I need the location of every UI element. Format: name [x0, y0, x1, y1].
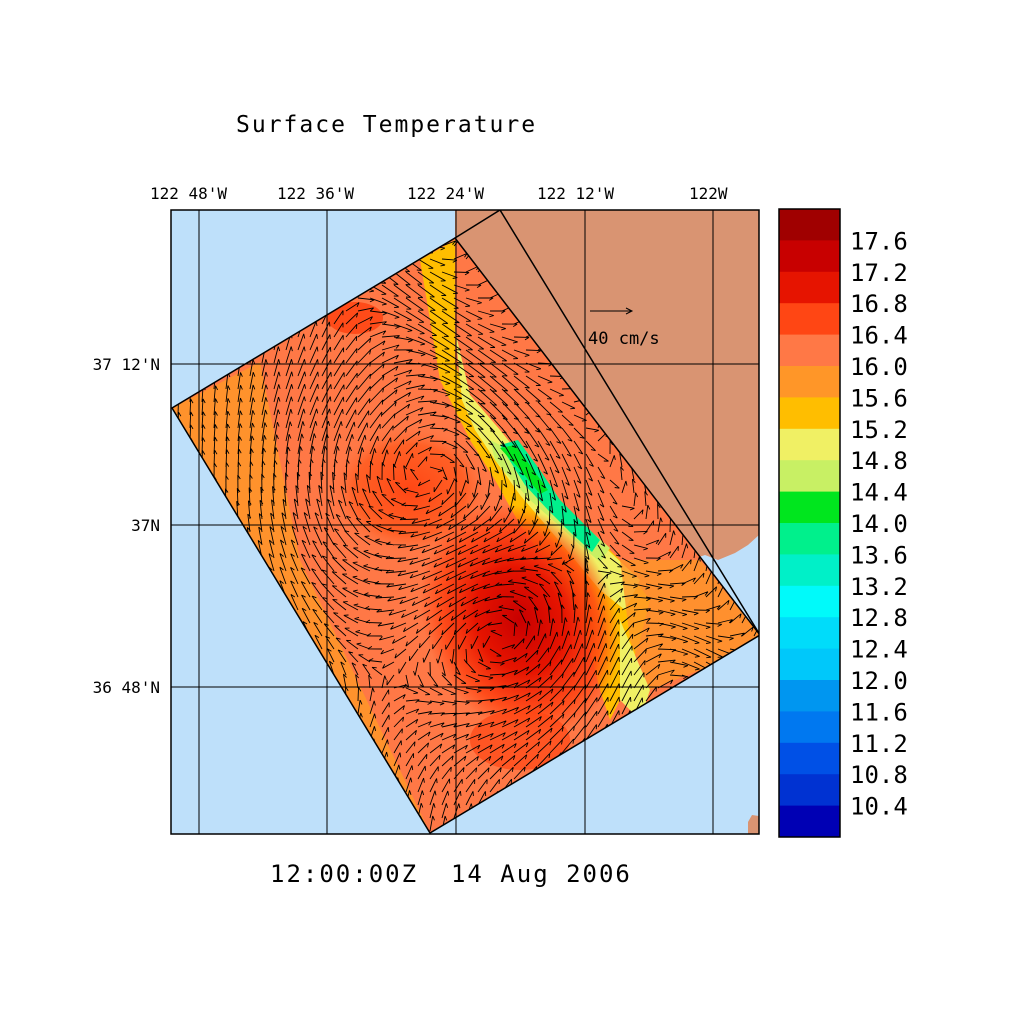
northern-eddy: [330, 425, 490, 555]
timestamp-label: 12:00:00Z 14 Aug 2006: [270, 860, 632, 888]
colorbar-swatch: [779, 240, 840, 273]
lat-tick-label: 36 48'N: [93, 678, 160, 697]
colorbar-label: 13.2: [850, 573, 908, 601]
reference-vector: 40 cm/s: [588, 307, 660, 349]
colorbar-label: 15.2: [850, 416, 908, 444]
colorbar-swatch: [779, 711, 840, 744]
colorbar-swatch: [779, 648, 840, 681]
colorbar-swatch: [779, 334, 840, 367]
lon-tick-label: 122 36'W: [277, 184, 354, 203]
lat-tick-label: 37N: [131, 516, 160, 535]
colorbar-frame: [778, 208, 841, 838]
colorbar-swatch: [779, 805, 840, 838]
colorbar-swatch: [779, 585, 840, 618]
model-domain-outline: [171, 237, 759, 834]
colorbar-swatch: [779, 303, 840, 336]
colorbar-label: 17.6: [850, 227, 908, 255]
longitude-tick-labels: 122 48'W 122 36'W 122 24'W 122 12'W 122W: [150, 184, 728, 203]
reference-vector-label: 40 cm/s: [588, 329, 660, 349]
colorbar-label: 12.4: [850, 636, 908, 664]
colorbar-swatch: [779, 523, 840, 555]
colorbar-swatch: [779, 742, 840, 775]
colorbar-label: 11.6: [850, 698, 908, 726]
colorbar-labels: 17.6 17.2 16.8 16.4 16.0 15.6 15.2 14.8 14.4 14.0…: [850, 227, 908, 820]
colorbar-label: 13.6: [850, 541, 908, 569]
latitude-tick-labels: 37 12'N 37N 36 48'N: [93, 355, 160, 697]
colorbar-swatch: [779, 491, 840, 524]
lon-tick-label: 122 48'W: [150, 184, 227, 203]
colorbar-label: 10.4: [850, 793, 908, 821]
lon-tick-label: 122 12'W: [537, 184, 614, 203]
colorbar-label: 12.0: [850, 667, 908, 695]
colorbar-label: 12.8: [850, 604, 908, 632]
lat-tick-label: 37 12'N: [93, 355, 160, 374]
colorbar-swatch: [779, 554, 840, 587]
colorbar-swatch: [779, 366, 840, 398]
colorbar-label: 16.0: [850, 353, 908, 381]
colorbar-swatch: [779, 774, 840, 807]
colorbar-label: 14.4: [850, 479, 908, 507]
lon-tick-label: 122W: [689, 184, 728, 203]
map-title: Surface Temperature: [236, 112, 537, 138]
colorbar-swatch: [779, 428, 840, 461]
colorbar-label: 16.8: [850, 290, 908, 318]
colorbar-label: 17.2: [850, 259, 908, 287]
colorbar-label: 11.2: [850, 730, 908, 758]
colorbar-swatch: [779, 680, 840, 712]
colorbar: [778, 208, 841, 838]
graticule: [171, 210, 759, 834]
colorbar-label: 16.4: [850, 322, 908, 350]
coastline-land: [443, 210, 759, 560]
lon-tick-label: 122 24'W: [407, 184, 484, 203]
colorbar-label: 14.8: [850, 447, 908, 475]
colorbar-swatch: [779, 397, 840, 430]
colorbar-swatch: [779, 271, 840, 304]
colorbar-label: 15.6: [850, 384, 908, 412]
colorbar-label: 10.8: [850, 761, 908, 789]
small-island: [748, 815, 759, 834]
colorbar-swatch: [779, 209, 840, 241]
colorbar-label: 14.0: [850, 510, 908, 538]
colorbar-swatch: [779, 617, 840, 650]
plot-frame: [170, 209, 760, 835]
colorbar-swatch: [779, 460, 840, 493]
